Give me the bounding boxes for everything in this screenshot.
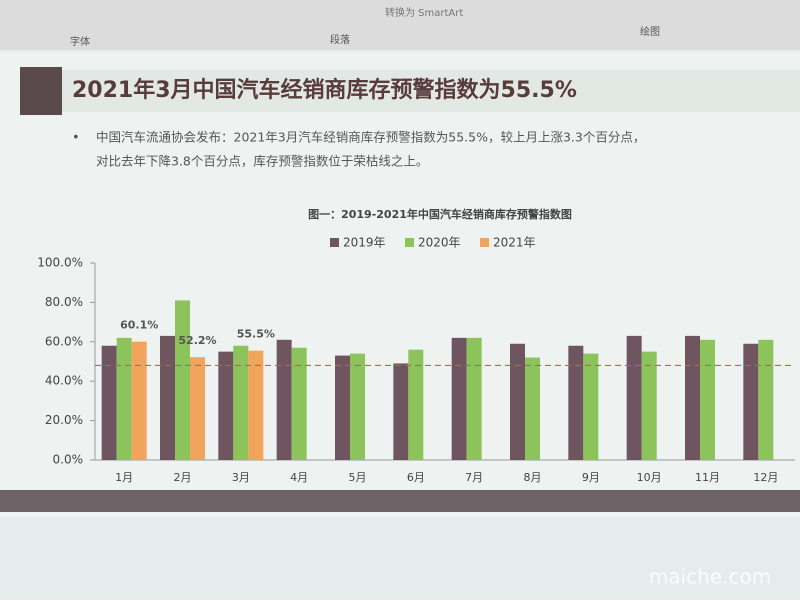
bar [466,337,482,460]
bar [685,335,700,460]
y-tick-label: 0.0% [53,453,84,467]
ribbon-group: 段落 [330,33,350,46]
bar [131,341,147,460]
x-tick-label: 7月 [465,471,483,484]
bar [248,350,264,460]
x-tick-label: 1月 [115,471,133,484]
x-tick-label: 6月 [407,471,425,484]
title-bar [62,70,800,112]
legend-label: 2021年 [493,236,536,250]
x-tick-label: 11月 [695,471,720,484]
title-block [20,67,62,115]
slide-footer-bar [0,490,800,512]
data-label: 60.1% [120,319,158,332]
bullet: • [72,131,80,146]
bullet-text: 对比去年下降3.8个百分点，库存预警指数位于荣枯线之上。 [96,154,428,169]
x-tick-label: 2月 [174,471,192,484]
bar [510,343,525,460]
legend-swatch [330,238,339,247]
x-tick-label: 9月 [582,471,600,484]
x-tick-label: 12月 [753,471,778,484]
smartart-button[interactable]: 转换为 SmartArt [385,6,463,19]
bar [408,349,424,460]
ribbon-group: 绘图 [640,25,660,38]
bar [335,355,350,460]
x-tick-label: 4月 [290,471,308,484]
bar [190,357,205,460]
bar [160,335,175,460]
data-label: 55.5% [237,328,275,341]
bar [568,345,584,460]
bar [583,353,599,460]
chart-title: 图一：2019-2021年中国汽车经销商库存预警指数图 [308,207,572,221]
bar [218,351,234,460]
bar [525,357,540,460]
bar [175,300,190,460]
bar [276,339,292,460]
x-tick-label: 8月 [524,471,542,484]
x-tick-label: 10月 [637,471,662,484]
bar [641,351,657,460]
bar [393,363,409,460]
y-tick-label: 60.0% [45,334,83,348]
bar [700,339,715,460]
y-tick-label: 40.0% [45,374,83,388]
legend-label: 2019年 [343,236,386,250]
legend-swatch [480,238,489,247]
bar [626,335,642,460]
bar [350,353,365,460]
ribbon-group: 字体 [70,35,90,48]
data-label: 52.2% [178,334,216,347]
legend-swatch [405,238,414,247]
bar [101,345,117,460]
watermark: maiche.com [649,565,771,589]
x-tick-label: 5月 [349,471,367,484]
bar [233,345,249,460]
bullet-text: 中国汽车流通协会发布：2021年3月汽车经销商库存预警指数为55.5%，较上月上… [96,130,645,145]
bar [451,337,467,460]
slide-title: 2021年3月中国汽车经销商库存预警指数为55.5% [72,77,577,103]
legend-label: 2020年 [418,236,461,250]
ribbon [0,0,800,50]
bar [758,339,774,460]
y-tick-label: 100.0% [37,256,83,270]
y-tick-label: 20.0% [45,413,83,427]
bar [116,337,132,460]
y-tick-label: 80.0% [45,295,83,309]
bar [743,343,759,460]
x-tick-label: 3月 [232,471,250,484]
bar [291,347,307,460]
